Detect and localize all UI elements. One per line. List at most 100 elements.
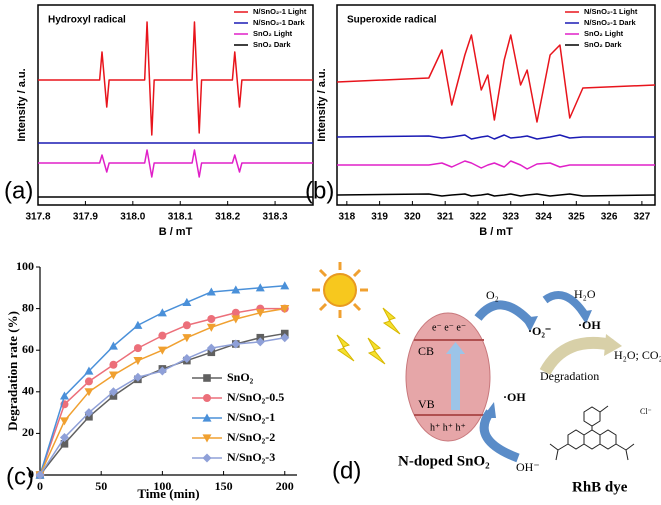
data-point — [59, 417, 69, 426]
legend-marker — [203, 394, 211, 402]
legend-label: SnO₂ Light — [253, 29, 293, 38]
data-point — [84, 366, 94, 375]
data-point — [60, 440, 69, 448]
reduction-arrowhead — [522, 316, 538, 332]
data-point — [157, 308, 167, 317]
panel-label: (b) — [305, 177, 334, 204]
legend-marker — [202, 413, 212, 422]
legend-label: N/SnO₂-3 — [227, 450, 275, 464]
x-axis-label: B / mT — [159, 226, 193, 238]
data-point — [133, 357, 143, 366]
catalyst-label: N-doped SnO₂ — [398, 453, 490, 469]
y-tick-label: 60 — [22, 342, 34, 356]
plot-frame — [336, 4, 656, 206]
y-axis-label: Intensity / a.u. — [316, 68, 328, 141]
x-tick-label: 326 — [601, 212, 618, 223]
sun-ray — [352, 268, 362, 278]
data-point — [255, 309, 265, 318]
products-label: H₂O; CO₂ — [614, 348, 661, 362]
data-point — [206, 323, 216, 332]
x-axis-label: B / mT — [479, 226, 513, 238]
x-tick-label: 318.2 — [215, 212, 240, 223]
y-axis-label: Degradation rate (%) — [5, 311, 20, 431]
y-axis-label: Intensity / a.u. — [16, 68, 28, 141]
series-line — [38, 21, 313, 136]
plot-frame — [37, 4, 314, 206]
chart-title: Hydroxyl radical — [48, 15, 126, 26]
series-line — [336, 193, 656, 197]
bond — [555, 449, 559, 461]
panel-label: (c) — [6, 463, 34, 490]
data-point — [255, 283, 265, 292]
ring — [583, 406, 601, 427]
x-tick-label: 322 — [470, 212, 487, 223]
ring — [583, 429, 601, 450]
data-point — [280, 333, 290, 343]
x-tick-label: 325 — [568, 212, 585, 223]
data-point — [182, 321, 191, 330]
data-point — [255, 337, 265, 347]
rhb-structure — [549, 405, 635, 461]
x-tick-label: 200 — [276, 479, 294, 493]
x-tick-label: 327 — [634, 212, 651, 223]
data-point — [59, 391, 69, 400]
legend-marker — [202, 434, 212, 443]
data-point — [157, 346, 167, 355]
light-bolt — [367, 337, 386, 365]
vb-label: VB — [418, 397, 435, 411]
hydroxyl-label: ·OH — [503, 390, 526, 404]
bond — [625, 443, 635, 451]
data-point — [231, 308, 240, 317]
data-point — [84, 388, 94, 397]
series-line — [38, 149, 313, 178]
data-point — [84, 408, 94, 418]
bond — [557, 443, 569, 451]
panel-label: (a) — [4, 177, 33, 204]
legend-label: SnO₂ Dark — [253, 40, 291, 49]
ring — [599, 429, 617, 450]
data-point — [231, 285, 241, 294]
x-tick-label: 150 — [215, 479, 233, 493]
data-point — [108, 341, 118, 350]
y-tick-label: 20 — [22, 425, 34, 439]
oxidation-arrowhead — [578, 310, 592, 324]
x-tick-label: 100 — [153, 479, 171, 493]
legend-label: N/SnO₂-1 — [227, 410, 275, 424]
x-axis-label: Time (min) — [137, 486, 199, 501]
x-tick-label: 318.1 — [168, 212, 193, 223]
hydroxide-arrowhead — [482, 402, 496, 418]
x-tick-label: 50 — [95, 479, 107, 493]
data-point — [207, 315, 216, 323]
legend-marker — [202, 453, 212, 463]
legend-label: SnO₂ — [227, 370, 254, 384]
sun-ray — [318, 268, 328, 278]
excitation-arrowhead — [446, 342, 465, 354]
data-point — [231, 339, 241, 349]
series-line — [337, 160, 655, 170]
data-point — [182, 354, 192, 364]
hydroxide-label: OH⁻ — [516, 460, 540, 474]
sun-ray — [352, 302, 362, 312]
hydroxide-arrow — [479, 409, 520, 463]
x-tick-label: 323 — [502, 212, 519, 223]
legend-label: N/SnO₂-1 Dark — [584, 18, 637, 27]
panel-label: (d) — [332, 457, 361, 484]
x-tick-label: 0 — [37, 479, 43, 493]
x-tick-label: 320 — [404, 212, 421, 223]
data-point — [109, 360, 118, 369]
reduction-arrow — [474, 300, 534, 326]
x-tick-label: 318.3 — [263, 212, 288, 223]
data-point — [133, 344, 142, 353]
data-point — [280, 305, 290, 314]
legend-label: N/SnO₂-2 — [227, 430, 275, 444]
cb-label: CB — [418, 344, 434, 358]
data-point — [133, 320, 143, 329]
legend-marker — [203, 374, 211, 382]
holes-label: h⁺ h⁺ h⁺ — [430, 422, 466, 433]
degradation-arrow — [539, 336, 614, 376]
legend-label: SnO₂ Dark — [584, 40, 622, 49]
light-bolt — [382, 307, 401, 335]
counter-ion-label: Cl⁻ — [640, 407, 652, 416]
diagram: O₂ ·O₂⁻ H₂O ·OH e⁻ e⁻ e⁻ CB VB h⁺ h⁺ h⁺ … — [312, 262, 661, 495]
data-point — [35, 470, 45, 480]
